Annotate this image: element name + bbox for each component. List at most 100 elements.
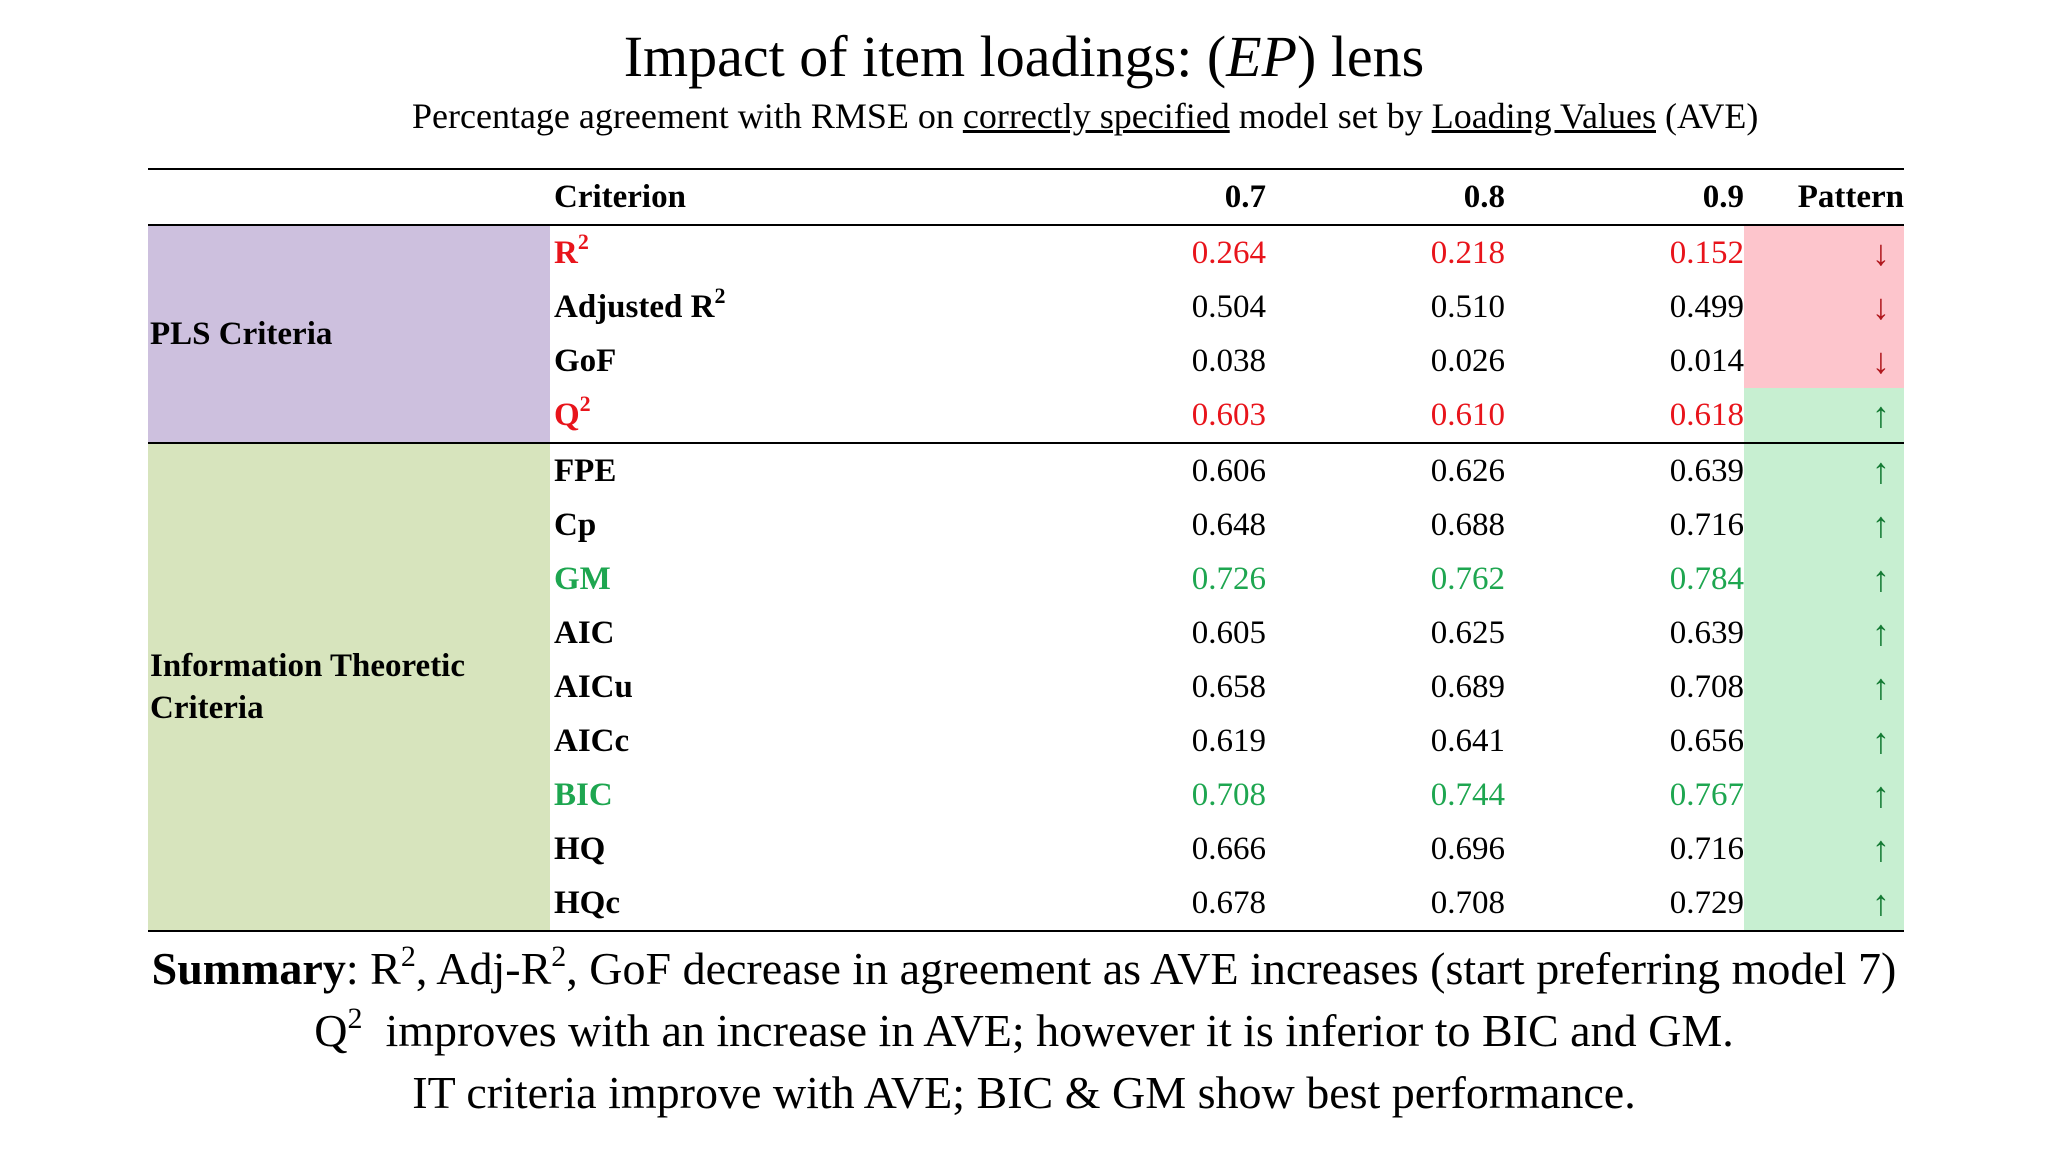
value-cell: 0.625	[1430, 615, 1505, 651]
criterion-name: Q2	[550, 388, 1027, 444]
table-header-row: Criterion 0.7 0.8 0.9 Pattern	[148, 168, 1904, 226]
table-row: Adjusted R2 0.504 0.510 0.499 ↓	[148, 280, 1904, 334]
table-row: AICu 0.658 0.689 0.708 ↑	[148, 660, 1904, 714]
arrow-up-icon: ↑	[1744, 498, 1904, 552]
table-row: AIC 0.605 0.625 0.639 ↑	[148, 606, 1904, 660]
summary-line-3: IT criteria improve with AVE; BIC & GM s…	[412, 1067, 1636, 1118]
value-cell: 0.499	[1669, 289, 1744, 325]
results-table: Criterion 0.7 0.8 0.9 Pattern PLS Criter…	[148, 168, 1904, 932]
criterion-name: GoF	[554, 343, 617, 379]
criterion-text: Adjusted R	[554, 289, 715, 325]
title-prefix: Impact of item loadings: (	[623, 24, 1227, 89]
arrow-down-icon: ↓	[1744, 334, 1904, 388]
arrow-up-icon: ↑	[1744, 443, 1904, 498]
table-row: Information Theoretic Criteria FPE 0.606…	[148, 443, 1904, 932]
value-cell: 0.610	[1266, 388, 1505, 444]
subtitle-part3: (AVE)	[1656, 96, 1759, 136]
criterion-name: HQ	[554, 831, 606, 867]
value-cell: 0.639	[1669, 453, 1744, 489]
value-cell: 0.605	[1191, 615, 1266, 651]
table-row: GM 0.726 0.762 0.784 ↑	[148, 552, 1904, 606]
criterion-name: GM	[554, 561, 611, 597]
subtitle-underline2: Loading Values	[1431, 96, 1656, 136]
criterion-name: Cp	[554, 507, 597, 543]
title-italic: EP	[1226, 24, 1297, 89]
criterion-name: Adjusted R2	[550, 280, 1027, 334]
arrow-up-icon: ↑	[1744, 552, 1904, 606]
value-cell: 0.264	[1191, 235, 1266, 271]
table-row: HQ 0.666 0.696 0.716 ↑	[148, 822, 1904, 876]
summary-sup: 2	[400, 939, 416, 973]
value-cell: 0.716	[1669, 507, 1744, 543]
summary-block: Summary: R2, Adj-R2, GoF decrease in agr…	[0, 938, 2048, 1124]
header-criterion: Criterion	[550, 168, 1027, 226]
summary-text: , Adj-R	[415, 943, 552, 994]
value-cell: 0.729	[1505, 876, 1744, 932]
criterion-name: AICc	[554, 723, 630, 759]
value-cell: 0.038	[1191, 343, 1266, 379]
value-cell: 0.504	[1191, 289, 1266, 325]
value-cell: 0.603	[1027, 388, 1266, 444]
summary-text: , GoF decrease in agreement as AVE incre…	[566, 943, 1897, 994]
criterion-name: BIC	[554, 777, 613, 813]
value-cell: 0.678	[1027, 876, 1266, 932]
summary-text: improves with an increase in AVE; howeve…	[362, 1005, 1734, 1056]
table-row: AICc 0.619 0.641 0.656 ↑	[148, 714, 1904, 768]
slide-title: Impact of item loadings: (EP) lens	[0, 22, 2048, 92]
summary-label: Summary	[151, 943, 346, 994]
value-cell: 0.658	[1191, 669, 1266, 705]
summary-text: Q	[314, 1005, 348, 1056]
value-cell: 0.696	[1430, 831, 1505, 867]
header-pattern: Pattern	[1744, 168, 1904, 226]
slide-subtitle: Percentage agreement with RMSE on correc…	[412, 94, 1758, 138]
value-cell: 0.218	[1430, 235, 1505, 271]
title-suffix: ) lens	[1297, 24, 1425, 89]
value-cell: 0.618	[1505, 388, 1744, 444]
value-cell: 0.689	[1430, 669, 1505, 705]
value-cell: 0.606	[1191, 453, 1266, 489]
criterion-sup: 2	[577, 229, 589, 254]
value-cell: 0.152	[1669, 235, 1744, 271]
arrow-up-icon: ↑	[1744, 660, 1904, 714]
subtitle-part1: Percentage agreement with RMSE on	[412, 96, 963, 136]
table-row: Cp 0.648 0.688 0.716 ↑	[148, 498, 1904, 552]
table-row: BIC 0.708 0.744 0.767 ↑	[148, 768, 1904, 822]
value-cell: 0.648	[1191, 507, 1266, 543]
value-cell: 0.510	[1430, 289, 1505, 325]
summary-sup: 2	[347, 1001, 363, 1035]
value-cell: 0.784	[1669, 561, 1744, 597]
arrow-up-icon: ↑	[1744, 388, 1904, 444]
arrow-down-icon: ↓	[1744, 280, 1904, 334]
group-label-information-theoretic: Information Theoretic Criteria	[148, 443, 550, 932]
value-cell: 0.762	[1430, 561, 1505, 597]
table-row: GoF 0.038 0.026 0.014 ↓	[148, 334, 1904, 388]
value-cell: 0.708	[1191, 777, 1266, 813]
subtitle-underline1: correctly specified	[962, 96, 1230, 136]
arrow-up-icon: ↑	[1744, 876, 1904, 932]
value-cell: 0.688	[1430, 507, 1505, 543]
value-cell: 0.026	[1430, 343, 1505, 379]
value-cell: 0.619	[1191, 723, 1266, 759]
value-cell: 0.014	[1669, 343, 1744, 379]
value-cell: 0.626	[1430, 453, 1505, 489]
arrow-up-icon: ↑	[1744, 606, 1904, 660]
header-0-8: 0.8	[1266, 168, 1505, 226]
value-cell: 0.716	[1669, 831, 1744, 867]
value-cell: 0.641	[1430, 723, 1505, 759]
header-group-blank	[148, 168, 550, 226]
table-row: Q2 0.603 0.610 0.618 ↑	[148, 388, 1904, 444]
criterion-text: R	[554, 235, 578, 271]
value-cell: 0.744	[1430, 777, 1505, 813]
value-cell: 0.726	[1191, 561, 1266, 597]
summary-sup: 2	[551, 939, 567, 973]
value-cell: 0.708	[1266, 876, 1505, 932]
value-cell: 0.666	[1191, 831, 1266, 867]
criterion-name: AIC	[554, 615, 615, 651]
criterion-name: AICu	[554, 669, 633, 705]
table-row: PLS Criteria R2 0.264 0.218 0.152 ↓	[148, 225, 1904, 444]
summary-text: : R	[345, 943, 401, 994]
criterion-text: Q	[554, 397, 580, 433]
arrow-down-icon: ↓	[1744, 225, 1904, 280]
subtitle-part2: model set by	[1229, 96, 1432, 136]
criterion-sup: 2	[579, 391, 591, 416]
